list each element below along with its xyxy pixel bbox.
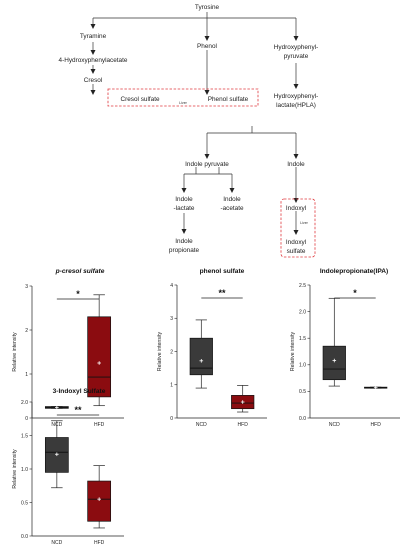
node-phenol: Phenol <box>197 43 217 50</box>
liver-label-2: Liver <box>300 221 309 225</box>
boxplot-phenol-sulfate: phenol sulfate 0 1 2 3 4 Relative intensity NCD… <box>157 268 267 428</box>
x-tick-label: NCD <box>196 422 207 428</box>
y-tick-label: 1.0 <box>21 467 28 473</box>
y-tick-label: 3 <box>170 316 173 322</box>
y-axis-label: Relative intensity <box>290 331 296 371</box>
y-tick-label: 0.5 <box>21 500 28 506</box>
y-tick-label: 2.0 <box>21 400 28 406</box>
node-hydroxyphenylpyruvate-line1: Hydroxyphenyl- <box>274 44 318 51</box>
y-axis-label: Relative intensity <box>12 332 18 372</box>
y-tick-label: 2.0 <box>299 309 306 315</box>
x-tick-label: HFD <box>94 422 105 428</box>
y-tick-label: 3 <box>25 284 28 290</box>
y-tick-label: 0.0 <box>21 534 28 540</box>
box-iqr <box>87 480 112 522</box>
liver-label-1: Liver <box>179 101 188 105</box>
pathway-diagram: Tyrosine Tyramine 4-Hydroxyphenylacetate… <box>59 4 318 258</box>
significance-marker: * <box>76 289 80 299</box>
node-indole-propionate-line2: propionate <box>169 247 200 254</box>
x-tick-label: NCD <box>51 540 62 546</box>
y-tick-label: 4 <box>170 283 173 289</box>
y-tick-label: 1 <box>170 383 173 389</box>
box-ncd <box>44 405 69 410</box>
y-tick-label: 2 <box>170 349 173 355</box>
chart-title: 3-Indoxyl Sulfate <box>53 388 106 395</box>
y-tick-label: 2 <box>25 328 28 334</box>
chart-title: Indolepropionate(IPA) <box>320 268 388 275</box>
node-4-hydroxyphenylacetate: 4-Hydroxyphenylacetate <box>59 57 128 64</box>
y-tick-label: 1.5 <box>21 433 28 439</box>
node-indoxyl-sulfate-line2: sulfate <box>287 248 306 255</box>
node-hydroxyphenylpyruvate-line2: pyruvate <box>284 53 309 60</box>
node-phenol-sulfate: Phenol sulfate <box>208 96 249 103</box>
box-hfd <box>87 294 112 407</box>
box-ncd <box>44 420 69 489</box>
node-indole: Indole <box>287 161 305 168</box>
x-tick-label: HFD <box>94 540 105 546</box>
node-indole-lactate-line2: -lactate <box>174 205 195 212</box>
node-indoxyl-sulfate-line1: Indoxyl <box>286 239 306 246</box>
node-indole-pyruvate: Indole pyruvate <box>185 161 229 168</box>
y-tick-label: 1.5 <box>299 336 306 342</box>
y-tick-label: 0.0 <box>299 416 306 422</box>
chart-title: p-cresol sulfate <box>55 268 105 275</box>
liver-box-phenolic <box>107 88 259 107</box>
y-tick-label: 0.5 <box>299 389 306 395</box>
boxplot-indolepropionate: Indolepropionate(IPA) 0.0 0.5 1.0 1.5 2.0 2.5 R… <box>290 268 400 428</box>
box-hfd <box>87 465 112 529</box>
node-cresol-sulfate: Cresol sulfate <box>120 96 160 103</box>
node-indole-lactate-line1: Indole <box>175 196 193 203</box>
box-iqr <box>189 337 213 376</box>
box-iqr <box>322 345 346 381</box>
boxplot-3-indoxyl-sulfate: 3-Indoxyl Sulfate 0.0 0.5 1.0 1.5 2.0 Relative… <box>12 388 124 546</box>
node-indoxyl: Indoxyl <box>286 205 306 212</box>
y-axis-label: Relative intensity <box>12 449 18 489</box>
liver-box-indoxyl <box>280 198 316 258</box>
node-indole-acetate-line2: -acetate <box>220 205 244 212</box>
node-hpla-line1: Hydroxyphenyl- <box>274 93 318 100</box>
chart-title: phenol sulfate <box>200 268 245 275</box>
significance-marker: ** <box>74 405 82 415</box>
node-cresol: Cresol <box>84 77 102 84</box>
box-iqr <box>87 316 112 398</box>
box-hfd <box>364 385 388 390</box>
node-indole-propionate-line1: Indole <box>175 238 193 245</box>
y-tick-label: 0 <box>25 416 28 422</box>
x-tick-label: HFD <box>371 422 382 428</box>
box-ncd <box>189 319 213 389</box>
y-tick-label: 2.5 <box>299 283 306 289</box>
box-hfd <box>231 385 255 413</box>
x-tick-label: HFD <box>238 422 249 428</box>
node-tyramine: Tyramine <box>80 33 107 40</box>
node-hpla-line2: lactate(HPLA) <box>276 102 316 109</box>
box-ncd <box>322 297 346 387</box>
x-tick-label: NCD <box>329 422 340 428</box>
y-tick-label: 0 <box>170 416 173 422</box>
y-tick-label: 1 <box>25 372 28 378</box>
significance-marker: ** <box>218 288 226 298</box>
y-tick-label: 1.0 <box>299 363 306 369</box>
node-indole-acetate-line1: Indole <box>223 196 241 203</box>
significance-marker: * <box>353 288 357 298</box>
node-tyrosine: Tyrosine <box>195 4 220 11</box>
y-axis-label: Relative intensity <box>157 331 163 371</box>
